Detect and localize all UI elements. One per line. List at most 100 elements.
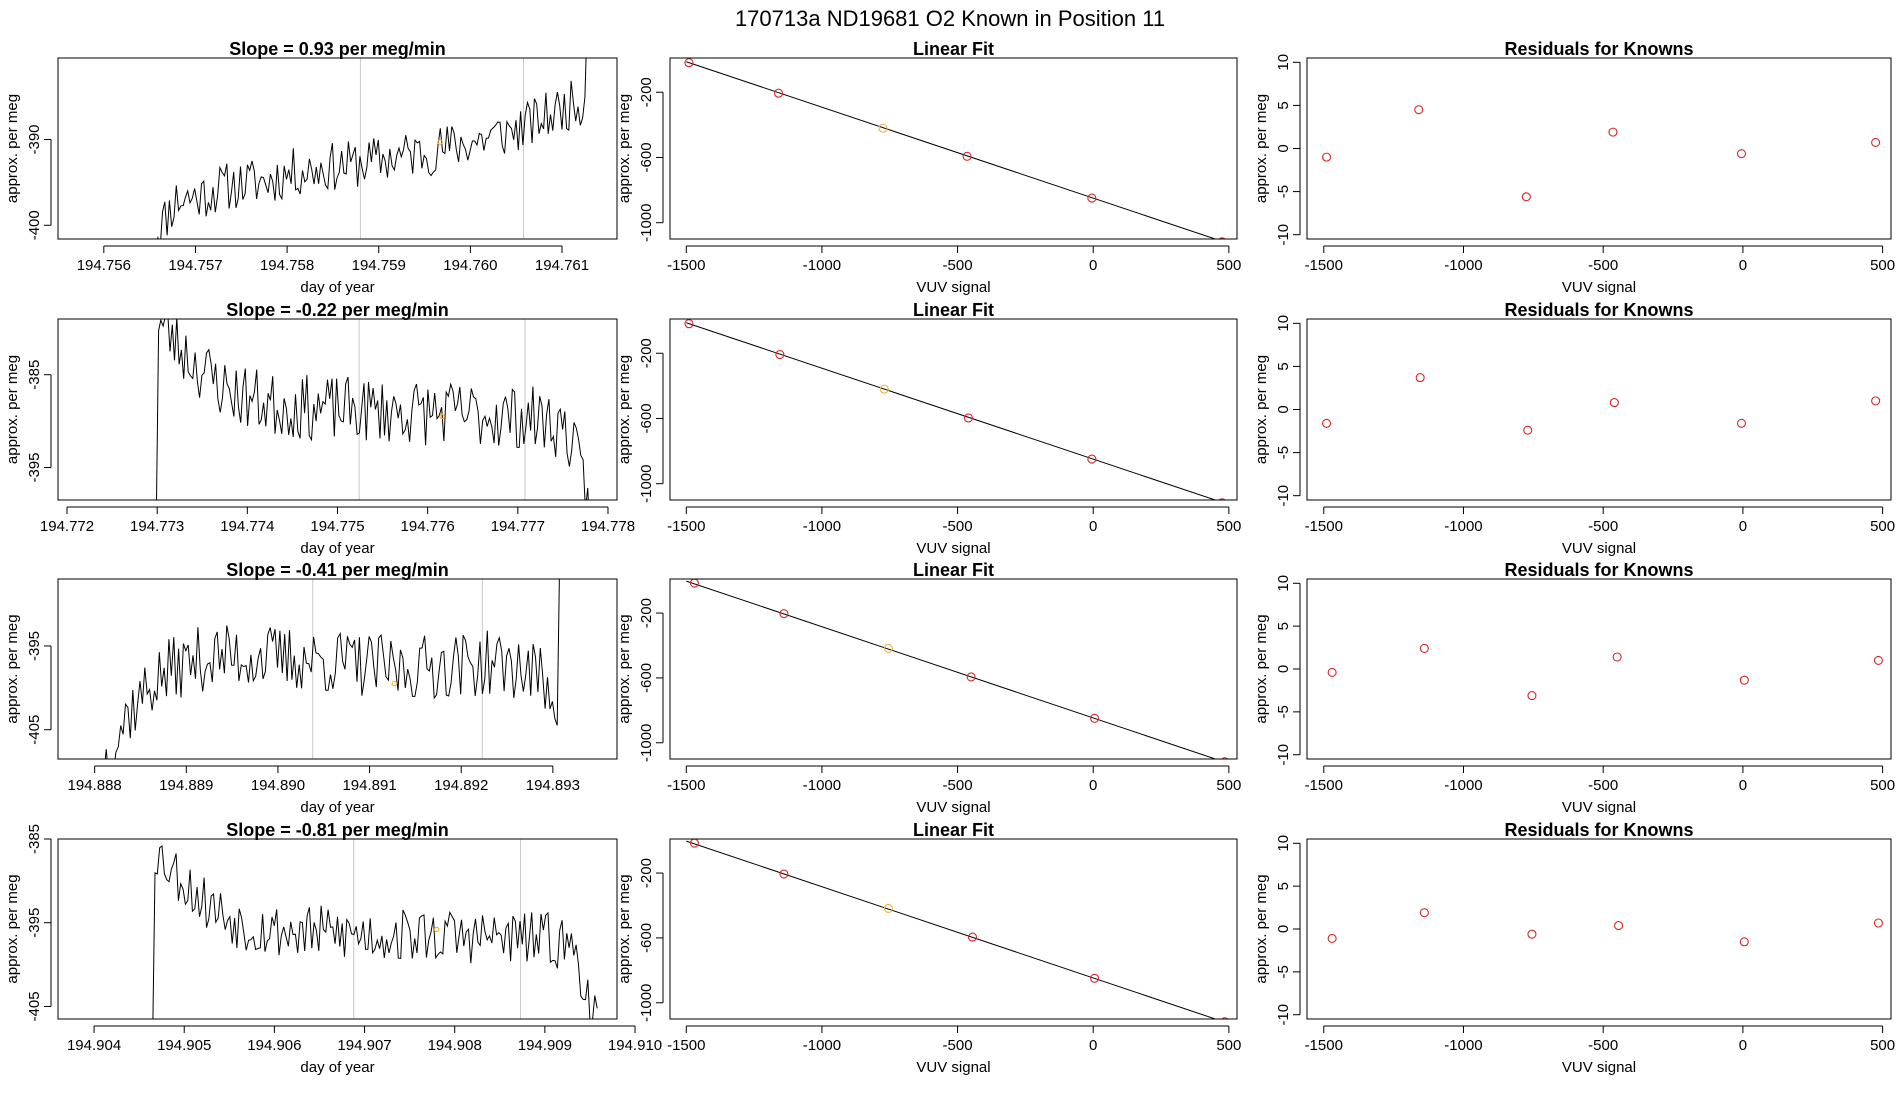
data-point	[966, 672, 976, 682]
x-tick-label: -1000	[1444, 1037, 1482, 1054]
x-axis-label: VUV signal	[1562, 799, 1636, 816]
x-tick-label: 194.756	[77, 257, 131, 274]
x-tick-label: 500	[1870, 1037, 1895, 1054]
y-axis-label: approx. per meg	[616, 614, 633, 723]
plot-area	[156, 58, 587, 239]
x-tick-label: 194.776	[401, 518, 455, 535]
panel-r3-c0: 194.904 194.905 194.906 194.907 194.908 194.9…	[4, 820, 662, 1076]
fit-line	[686, 580, 1217, 759]
data-point	[684, 58, 694, 68]
y-tick-label: -600	[638, 663, 655, 693]
y-tick-label: -385	[26, 824, 43, 854]
series-line	[104, 579, 560, 759]
x-tick-label: 500	[1216, 257, 1241, 274]
plot-area	[684, 58, 1226, 239]
panel-r2-c1: -1500 -1000 -500 0 500 -1000 -600 -200 Linear Fi…	[616, 560, 1241, 816]
plot-area	[684, 319, 1226, 500]
y-tick-label: 10	[1275, 315, 1292, 332]
x-tick-label: 0	[1089, 518, 1097, 535]
highlight-point	[439, 413, 445, 420]
panel-r1-c2: -1500 -1000 -500 0 500 -10 -5 0 5 10 Residuals for…	[1253, 300, 1895, 557]
data-point	[1739, 937, 1749, 947]
data-point	[1419, 908, 1429, 918]
y-tick-label: 10	[1275, 835, 1292, 852]
x-tick-label: 194.888	[68, 777, 122, 794]
data-point	[879, 384, 889, 394]
y-tick-label: -1000	[638, 984, 655, 1022]
plot-area	[152, 845, 598, 1019]
x-tick-label: 500	[1216, 518, 1241, 535]
data-point	[1523, 425, 1533, 435]
panel-title: Slope = 0.93 per meg/min	[229, 39, 446, 59]
panel-title: Residuals for Knowns	[1504, 560, 1693, 580]
data-point	[1322, 152, 1332, 162]
y-axis-label: approx. per meg	[1253, 94, 1270, 203]
data-point	[1218, 498, 1226, 500]
x-tick-label: -500	[1588, 518, 1618, 535]
data-point	[1090, 713, 1100, 723]
y-axis-label: approx. per meg	[4, 874, 21, 983]
data-point	[1087, 454, 1097, 464]
y-tick-label: -395	[26, 631, 43, 661]
x-axis-label: VUV signal	[1562, 1059, 1636, 1076]
x-tick-label: 194.889	[159, 777, 213, 794]
y-tick-label: -600	[638, 142, 655, 172]
y-tick-label: 10	[1275, 575, 1292, 592]
panel-title: Linear Fit	[913, 39, 994, 59]
x-tick-label: 194.907	[337, 1037, 391, 1054]
panel-grid: 194.756 194.757 194.758 194.759 194.760 194.7…	[4, 39, 1895, 1076]
x-tick-label: 0	[1089, 777, 1097, 794]
x-tick-label: 194.910	[608, 1037, 662, 1054]
panel-r2-c2: -1500 -1000 -500 0 500 -10 -5 0 5 10 Residuals for…	[1253, 560, 1895, 816]
data-point	[883, 903, 893, 913]
data-point	[1527, 929, 1537, 939]
data-point	[779, 869, 789, 879]
plot-area	[104, 579, 560, 759]
x-tick-label: -1000	[1444, 257, 1482, 274]
data-point	[1322, 418, 1332, 428]
y-axis-label: approx. per meg	[616, 94, 633, 203]
plot-frame	[1306, 318, 1892, 501]
highlight-point	[433, 926, 440, 933]
x-tick-label: -1000	[803, 777, 841, 794]
panel-title: Residuals for Knowns	[1504, 39, 1693, 59]
y-tick-label: 0	[1275, 405, 1292, 413]
y-axis-label: approx. per meg	[1253, 874, 1270, 983]
data-point	[1221, 1017, 1229, 1019]
plot-frame	[669, 318, 1238, 501]
x-tick-label: 194.778	[581, 518, 635, 535]
x-tick-label: 194.892	[434, 777, 488, 794]
plot-area	[1327, 643, 1883, 701]
x-tick-label: 0	[1089, 1037, 1097, 1054]
plot-area	[1322, 105, 1881, 202]
y-tick-label: -200	[638, 338, 655, 368]
x-axis-label: VUV signal	[1562, 540, 1636, 557]
x-tick-label: 500	[1870, 777, 1895, 794]
x-tick-label: -1500	[667, 777, 705, 794]
y-tick-label: -600	[638, 923, 655, 953]
fit-line	[686, 61, 1217, 239]
y-tick-label: 10	[1275, 54, 1292, 71]
data-point	[1327, 933, 1337, 943]
y-axis-label: approx. per meg	[1253, 614, 1270, 723]
page-title: 170713a ND19681 O2 Known in Position 11	[735, 6, 1165, 31]
x-axis-label: VUV signal	[916, 799, 990, 816]
x-tick-label: -1000	[803, 1037, 841, 1054]
y-tick-label: -1000	[638, 465, 655, 503]
data-point	[684, 319, 694, 329]
data-point	[1612, 652, 1622, 662]
x-tick-label: -1500	[1305, 777, 1343, 794]
data-point	[773, 88, 784, 98]
panel-title: Slope = -0.81 per meg/min	[226, 820, 449, 840]
y-axis-label: approx. per meg	[4, 355, 21, 464]
plot-frame	[57, 57, 618, 240]
data-point	[1873, 918, 1883, 928]
y-tick-label: 5	[1275, 362, 1292, 370]
x-tick-label: 194.772	[40, 518, 94, 535]
data-point	[1736, 149, 1747, 159]
y-tick-label: -405	[26, 991, 43, 1021]
x-tick-label: -500	[1588, 1037, 1618, 1054]
data-point	[1415, 373, 1425, 383]
x-axis-label: day of year	[300, 799, 374, 816]
x-tick-label: 194.775	[310, 518, 364, 535]
